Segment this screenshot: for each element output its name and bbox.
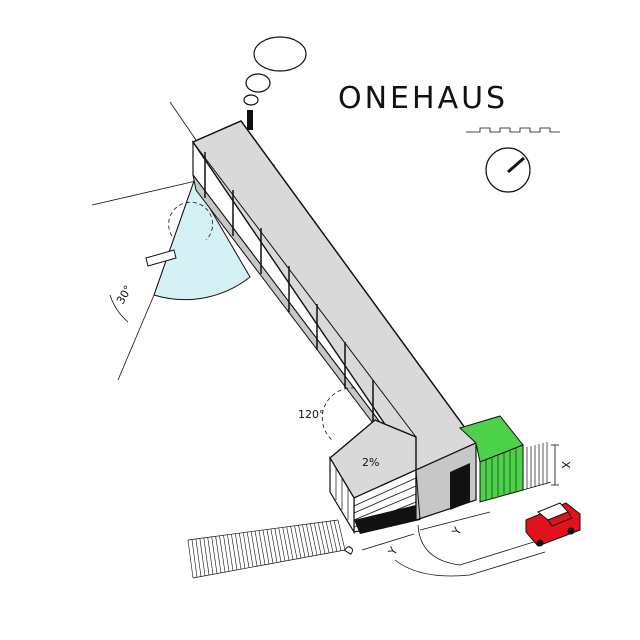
house-columns [204, 152, 374, 426]
fence-picket [262, 529, 270, 565]
fence-picket [215, 536, 222, 573]
dim-d-label: D [342, 543, 358, 557]
door [450, 463, 470, 510]
fence-picket [199, 538, 206, 576]
fence-picket [239, 533, 246, 569]
fence-picket [321, 522, 330, 554]
thought-bubble-icon [243, 36, 307, 106]
fence-picket [314, 523, 322, 555]
driveway-path [417, 524, 541, 566]
sun-shade-board [145, 249, 177, 267]
dim-y1-label: Y [385, 545, 400, 558]
fence-picket [302, 524, 310, 557]
slope-label: 2% [362, 456, 379, 469]
garden-roof [459, 415, 524, 463]
view-wedge: 30° [91, 164, 276, 381]
fence-picket [250, 531, 258, 567]
fence-picket [223, 535, 230, 572]
angle-30-label: 30° [114, 283, 135, 306]
fence-picket [227, 534, 234, 571]
fence-picket [203, 537, 210, 576]
fence-picket [282, 527, 290, 561]
fence-picket [278, 527, 286, 562]
fence-picket [329, 520, 338, 552]
chimney-icon [247, 110, 253, 130]
fence-picket [246, 532, 254, 567]
fence-picket [235, 533, 242, 570]
fence-picket [242, 532, 250, 568]
fence-picket [258, 530, 266, 565]
fence-picket [270, 528, 278, 563]
fence-picket [187, 539, 194, 579]
fence-picket [195, 538, 202, 577]
fence-picket [310, 523, 318, 556]
fence-picket [286, 526, 294, 560]
clock-icon [485, 147, 531, 193]
dim-y2-label: Y [449, 525, 464, 538]
page-title: ONEHAUS [338, 81, 508, 116]
fence-picket [294, 525, 302, 559]
angle-120-label: 120° [298, 408, 325, 421]
fence-picket [231, 534, 238, 570]
wave-divider-icon [466, 127, 560, 133]
car-icon [525, 502, 581, 547]
fence-picket [290, 526, 298, 559]
dim-x-label: X [559, 461, 572, 469]
right-fence [522, 442, 552, 491]
fence-picket [207, 537, 214, 575]
fence-picket [298, 525, 306, 558]
annex-shadow [354, 505, 420, 534]
fence-picket [306, 524, 314, 556]
fence-picket [266, 529, 274, 564]
fence-picket [325, 521, 334, 553]
fence-picket [337, 519, 346, 551]
fence-picket [211, 536, 218, 574]
fence-picket [317, 522, 326, 554]
fence-picket [191, 539, 198, 578]
fence-picket [274, 528, 282, 562]
fence-picket [254, 531, 262, 566]
fence-picket [333, 520, 342, 551]
fence-picket [219, 535, 226, 573]
